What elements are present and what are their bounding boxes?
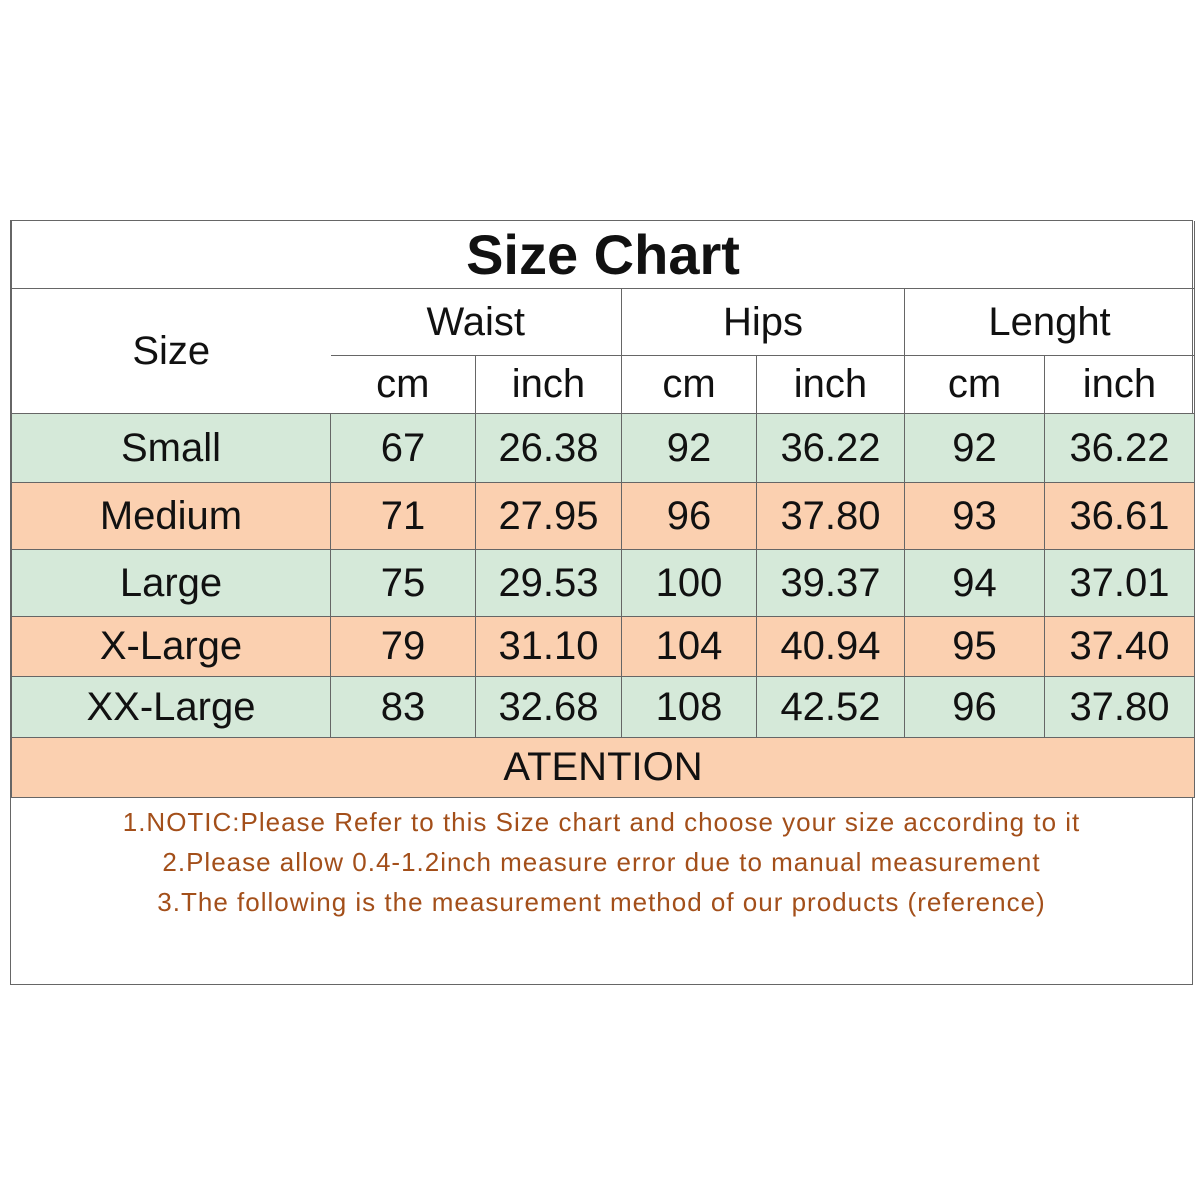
unit-header: cm <box>621 355 757 414</box>
notes: 1.NOTIC:Please Refer to this Size chart … <box>11 798 1192 922</box>
size-chart: Size Chart Size Waist Hips Lenght cm inch cm inc… <box>10 220 1195 985</box>
measurement: 27.95 <box>475 482 622 550</box>
size-row: Large 75 29.53 100 39.37 94 37.01 <box>11 549 1195 617</box>
measurement: 29.53 <box>475 549 622 617</box>
title: Size Chart <box>11 221 1195 289</box>
measurement: 104 <box>621 616 757 677</box>
measurement: 37.80 <box>1044 676 1195 738</box>
unit-header: inch <box>1044 355 1195 414</box>
measurement: 79 <box>330 616 476 677</box>
size-table: Size Chart Size Waist Hips Lenght cm inch cm inc… <box>11 221 1195 798</box>
measurement: 36.61 <box>1044 482 1195 550</box>
unit-header: inch <box>475 355 622 414</box>
measurement: 100 <box>621 549 757 617</box>
measurement: 36.22 <box>756 413 905 483</box>
size-name: Small <box>11 413 331 483</box>
measurement: 42.52 <box>756 676 905 738</box>
size-name: Large <box>11 549 331 617</box>
unit-header: cm <box>330 355 476 414</box>
measurement: 92 <box>621 413 757 483</box>
measurement: 39.37 <box>756 549 905 617</box>
measurement: 92 <box>904 413 1045 483</box>
size-row: X-Large 79 31.10 104 40.94 95 37.40 <box>11 616 1195 677</box>
measurement: 96 <box>904 676 1045 738</box>
group-header-row: Size Waist Hips Lenght <box>11 288 1195 414</box>
title-row: Size Chart <box>11 221 1195 289</box>
measurement: 32.68 <box>475 676 622 738</box>
size-name: XX-Large <box>11 676 331 738</box>
measurement: 37.40 <box>1044 616 1195 677</box>
measurement: 94 <box>904 549 1045 617</box>
size-header: Size <box>11 288 331 414</box>
size-row: Medium 71 27.95 96 37.80 93 36.61 <box>11 482 1195 550</box>
attention-row: ATENTION <box>11 737 1195 798</box>
size-row: Small 67 26.38 92 36.22 92 36.22 <box>11 413 1195 483</box>
measurement: 83 <box>330 676 476 738</box>
measurement: 67 <box>330 413 476 483</box>
measurement: 75 <box>330 549 476 617</box>
measurement: 37.80 <box>756 482 905 550</box>
measurement: 96 <box>621 482 757 550</box>
measurement: 71 <box>330 482 476 550</box>
size-name: X-Large <box>11 616 331 677</box>
measurement: 40.94 <box>756 616 905 677</box>
measurement: 31.10 <box>475 616 622 677</box>
measurement: 108 <box>621 676 757 738</box>
group-header: Hips <box>621 288 905 356</box>
unit-header-row: cm inch cm inch cm inch <box>12 355 1195 414</box>
unit-header: cm <box>904 355 1045 414</box>
size-name: Medium <box>11 482 331 550</box>
group-header: Lenght <box>904 288 1195 356</box>
note: 3.The following is the measurement metho… <box>157 887 1046 917</box>
measurement: 26.38 <box>475 413 622 483</box>
measurement: 36.22 <box>1044 413 1195 483</box>
note: 2.Please allow 0.4-1.2inch measure error… <box>162 847 1041 877</box>
group-header: Waist <box>330 288 622 356</box>
measurement: 93 <box>904 482 1045 550</box>
note: 1.NOTIC:Please Refer to this Size chart … <box>122 807 1081 837</box>
attention: ATENTION <box>11 737 1195 798</box>
measurement: 37.01 <box>1044 549 1195 617</box>
measurement: 95 <box>904 616 1045 677</box>
size-row: XX-Large 83 32.68 108 42.52 96 37.80 <box>11 676 1195 738</box>
unit-header: inch <box>756 355 905 414</box>
